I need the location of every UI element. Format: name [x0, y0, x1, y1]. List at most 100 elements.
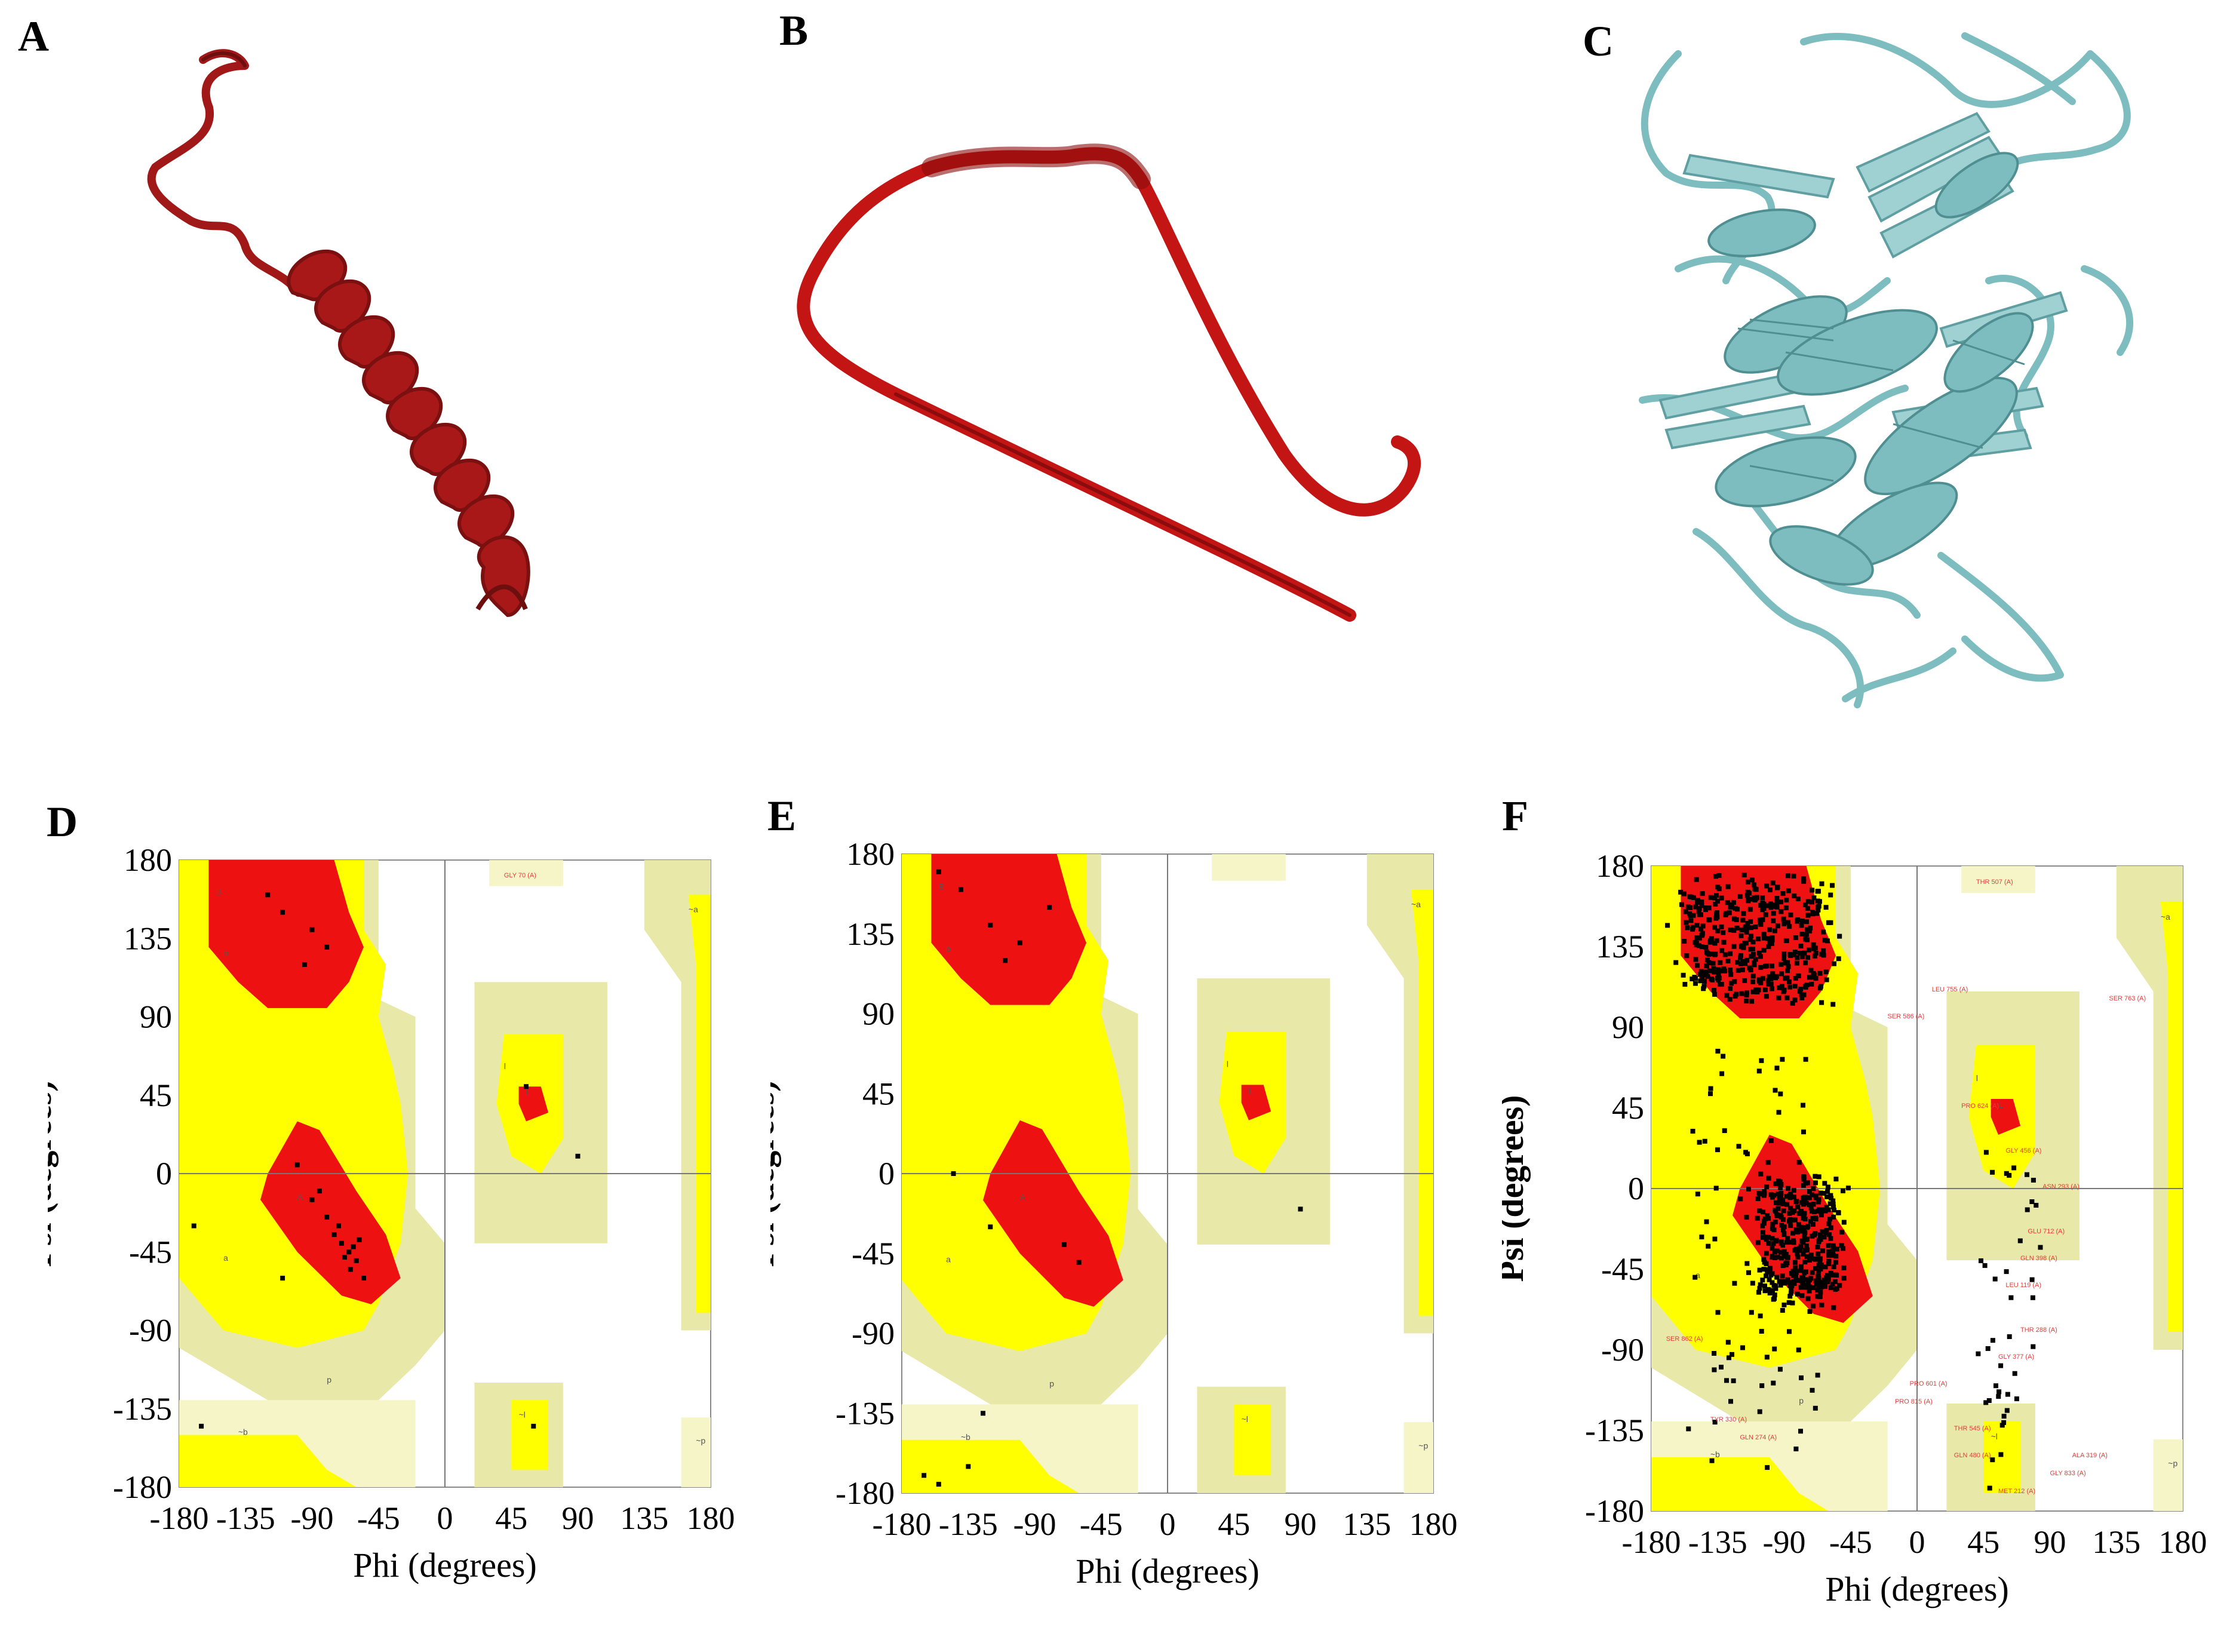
residue-point [1810, 1222, 1816, 1227]
residue-point [1707, 939, 1713, 945]
outlier-residue-label: ALA 319 (A) [2072, 1452, 2108, 1459]
residue-point [1759, 902, 1765, 907]
residue-point [1770, 971, 1776, 977]
residue-point [1802, 1260, 1808, 1264]
residue-point [1715, 898, 1720, 904]
y-tick-label: 0 [1628, 1171, 1644, 1206]
region-label: ~a [1411, 899, 1421, 909]
residue-point [1785, 1236, 1790, 1241]
residue-point [1776, 1110, 1781, 1115]
residue-point [1796, 1222, 1801, 1227]
residue-point [1753, 957, 1758, 962]
residue-point [1787, 1218, 1793, 1223]
residue-point [1813, 1174, 1818, 1179]
residue-point [1770, 1288, 1775, 1294]
residue-point [1716, 873, 1722, 878]
residue-point [1996, 1389, 2002, 1395]
residue-point [1693, 957, 1698, 962]
outlier-residue-label: GLY 377 (A) [1998, 1353, 2034, 1361]
residue-point [1770, 963, 1774, 969]
residue-point [1695, 898, 1700, 903]
outlier-residue-label: TYR 330 (A) [1710, 1416, 1747, 1423]
residue-point [1824, 1228, 1829, 1233]
residue-point [1798, 1224, 1804, 1230]
residue-point [339, 1240, 344, 1246]
residue-point [1811, 942, 1816, 947]
residue-point [1757, 1286, 1762, 1291]
residue-point [1793, 1199, 1798, 1205]
residue-point [1811, 895, 1817, 901]
data-points [1665, 873, 2043, 1491]
residue-point [1747, 937, 1753, 942]
residue-point [1697, 1140, 1702, 1145]
residue-point [1727, 910, 1732, 916]
residue-point [1715, 1049, 1721, 1054]
panel-letter-f: F [1502, 792, 1528, 840]
residue-point [1695, 963, 1700, 968]
x-tick-label: 180 [2159, 1524, 2207, 1560]
y-tick-label: 180 [846, 836, 895, 872]
protein-structure-c [1639, 32, 2134, 708]
residue-point [1788, 1291, 1793, 1296]
residue-point [1784, 897, 1789, 902]
residue-point [1798, 1209, 1804, 1214]
residue-point [1815, 1294, 1820, 1299]
residue-point [1724, 993, 1730, 998]
residue-point [1807, 1202, 1812, 1208]
residue-point [1076, 1260, 1082, 1265]
panel-letter-b: B [779, 7, 809, 54]
region-disallowed-light [1403, 1422, 1433, 1493]
residue-point [1715, 928, 1721, 934]
residue-point [1721, 930, 1726, 935]
residue-point [1750, 1281, 1755, 1286]
residue-point [1819, 1209, 1824, 1215]
residue-point [1816, 1274, 1821, 1279]
residue-point [1830, 1002, 1836, 1007]
residue-point [1719, 924, 1724, 929]
y-tick-label: 135 [1596, 929, 1644, 965]
residue-point [1804, 982, 1810, 987]
residue-point [1706, 905, 1712, 911]
residue-point [1804, 1237, 1809, 1242]
residue-point [1770, 1271, 1775, 1276]
residue-point [1774, 899, 1780, 904]
residue-point [1807, 1258, 1812, 1263]
x-tick-label: 0 [1909, 1524, 1925, 1560]
residue-point [575, 1153, 580, 1159]
residue-point [1763, 912, 1768, 917]
y-tick-label: 45 [862, 1076, 895, 1111]
residue-point [1781, 1227, 1786, 1233]
residue-point [1828, 1225, 1833, 1230]
residue-point [1801, 879, 1807, 884]
residue-point [1749, 999, 1755, 1004]
residue-point [1688, 918, 1694, 923]
residue-point [1773, 1286, 1779, 1291]
residue-point [1713, 1186, 1719, 1191]
residue-point [1822, 1181, 1827, 1186]
outlier-residue-label: GLU 712 (A) [2028, 1228, 2065, 1235]
x-tick-label: 45 [495, 1500, 527, 1536]
residue-point [1783, 960, 1788, 966]
residue-point [1761, 935, 1767, 941]
region-disallowed-light [681, 1417, 711, 1487]
residue-point [1704, 957, 1710, 963]
residue-point [1708, 1086, 1713, 1091]
residue-point [1698, 978, 1703, 984]
residue-point [2007, 1172, 2012, 1178]
residue-point [1841, 1276, 1847, 1281]
residue-point [1772, 1249, 1777, 1255]
residue-point [1772, 928, 1777, 934]
region-disallowed-light [1961, 866, 2035, 893]
residue-point [1760, 917, 1765, 922]
residue-point [1821, 1191, 1826, 1196]
residue-point [1688, 905, 1693, 910]
residue-point [1722, 1128, 1727, 1134]
residue-point [1813, 950, 1819, 956]
residue-point [1745, 879, 1750, 885]
region-label: l [1976, 1073, 1978, 1083]
outlier-residue-label: GLN 274 (A) [1740, 1434, 1777, 1441]
outlier-residue-label: GLN 398 (A) [2020, 1255, 2057, 1262]
residue-point [1690, 1129, 1695, 1134]
region-generously-allowed [2116, 866, 2183, 1350]
residue-point [1682, 982, 1688, 987]
